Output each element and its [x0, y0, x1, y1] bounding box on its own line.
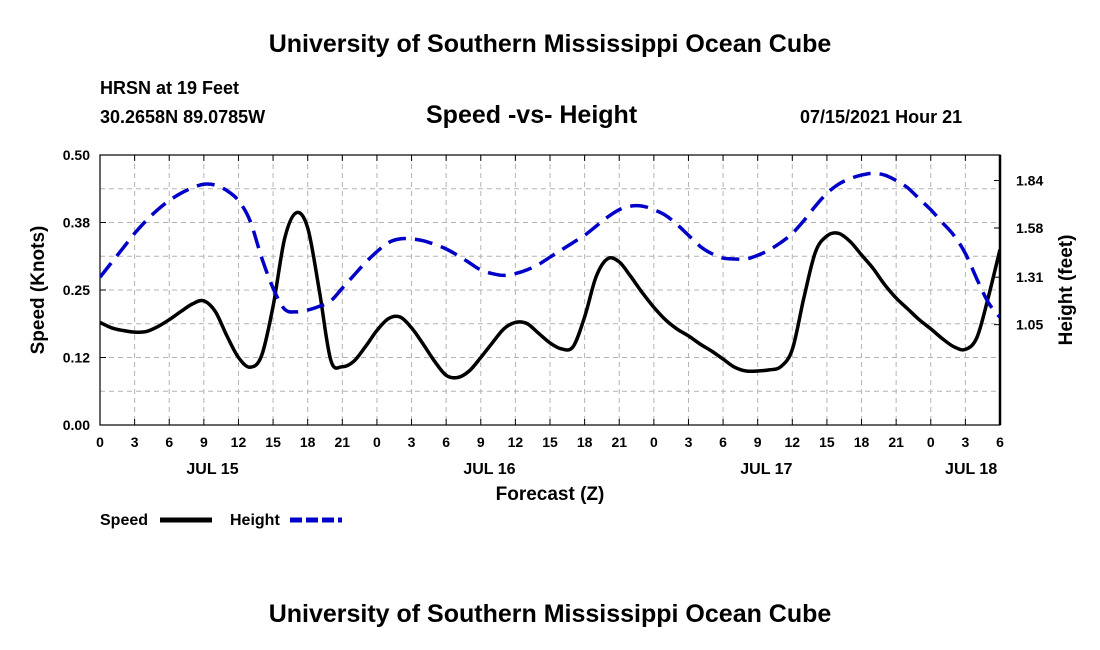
x-tick-label: 18: [577, 434, 593, 450]
x-tick-label: 12: [785, 434, 801, 450]
x-tick-label: 0: [927, 434, 935, 450]
date-label: JUL 15: [186, 461, 238, 478]
x-tick-label: 3: [961, 434, 969, 450]
y-axis-title: Speed (Knots): [28, 226, 49, 355]
x-tick-label: 0: [650, 434, 658, 450]
x-tick-label: 12: [508, 434, 524, 450]
x-tick-label: 3: [131, 434, 139, 450]
axes: 0 3 6 9 12 15 18 21 0 3 6 9 12 15 18 21 0 3 6 9 12 15 18 21 0 3 6J…: [63, 147, 1044, 478]
date-label: JUL 16: [463, 461, 515, 478]
speed-series-line: [100, 210, 1000, 380]
x-tick-label: 15: [265, 434, 281, 450]
x-tick-label: 21: [335, 434, 351, 450]
y2-tick-label: 1.05: [1016, 317, 1043, 333]
x-tick-label: 6: [165, 434, 173, 450]
height-series-line: [100, 171, 1000, 319]
legend-label-height: Height: [230, 512, 280, 529]
date-label: JUL 18: [945, 461, 997, 478]
page-title: University of Southern Mississippi Ocean…: [268, 30, 832, 58]
x-tick-label: 6: [996, 434, 1004, 450]
y2-axis-title: Height (feet): [1056, 235, 1077, 346]
y-tick-label: 0.25: [63, 282, 90, 298]
x-tick-label: 0: [373, 434, 381, 450]
grid: [100, 155, 1000, 425]
x-tick-label: 18: [300, 434, 316, 450]
x-tick-label: 9: [200, 434, 208, 450]
date-label: JUL 17: [740, 461, 792, 478]
x-tick-label: 6: [442, 434, 450, 450]
y-tick-label: 0.12: [63, 350, 90, 366]
y-tick-label: 0.38: [63, 215, 90, 231]
chart-title: Speed -vs- Height: [426, 101, 638, 129]
x-axis-title: Forecast (Z): [496, 484, 605, 505]
x-tick-label: 18: [854, 434, 870, 450]
x-tick-label: 3: [685, 434, 693, 450]
x-tick-label: 0: [96, 434, 104, 450]
x-tick-label: 21: [611, 434, 627, 450]
y2-tick-label: 1.58: [1016, 220, 1043, 236]
x-tick-label: 12: [231, 434, 247, 450]
series: [100, 171, 1000, 380]
station-coordinates: 30.2658N 89.0785W: [100, 107, 266, 127]
x-tick-label: 21: [888, 434, 904, 450]
station-label: HRSN at 19 Feet: [100, 78, 240, 98]
x-tick-label: 9: [754, 434, 762, 450]
x-tick-label: 3: [408, 434, 416, 450]
y-tick-label: 0.50: [63, 147, 90, 163]
x-tick-label: 15: [542, 434, 558, 450]
y-tick-label: 0.00: [63, 417, 90, 433]
footer-title: University of Southern Mississippi Ocean…: [268, 600, 832, 628]
x-tick-label: 6: [719, 434, 727, 450]
y2-tick-label: 1.84: [1016, 173, 1043, 189]
x-tick-label: 15: [819, 434, 835, 450]
legend-label-speed: Speed: [100, 512, 148, 529]
forecast-timestamp: 07/15/2021 Hour 21: [800, 107, 963, 127]
x-tick-label: 9: [477, 434, 485, 450]
y2-tick-label: 1.31: [1016, 269, 1043, 285]
legend: Speed Height: [100, 512, 342, 529]
